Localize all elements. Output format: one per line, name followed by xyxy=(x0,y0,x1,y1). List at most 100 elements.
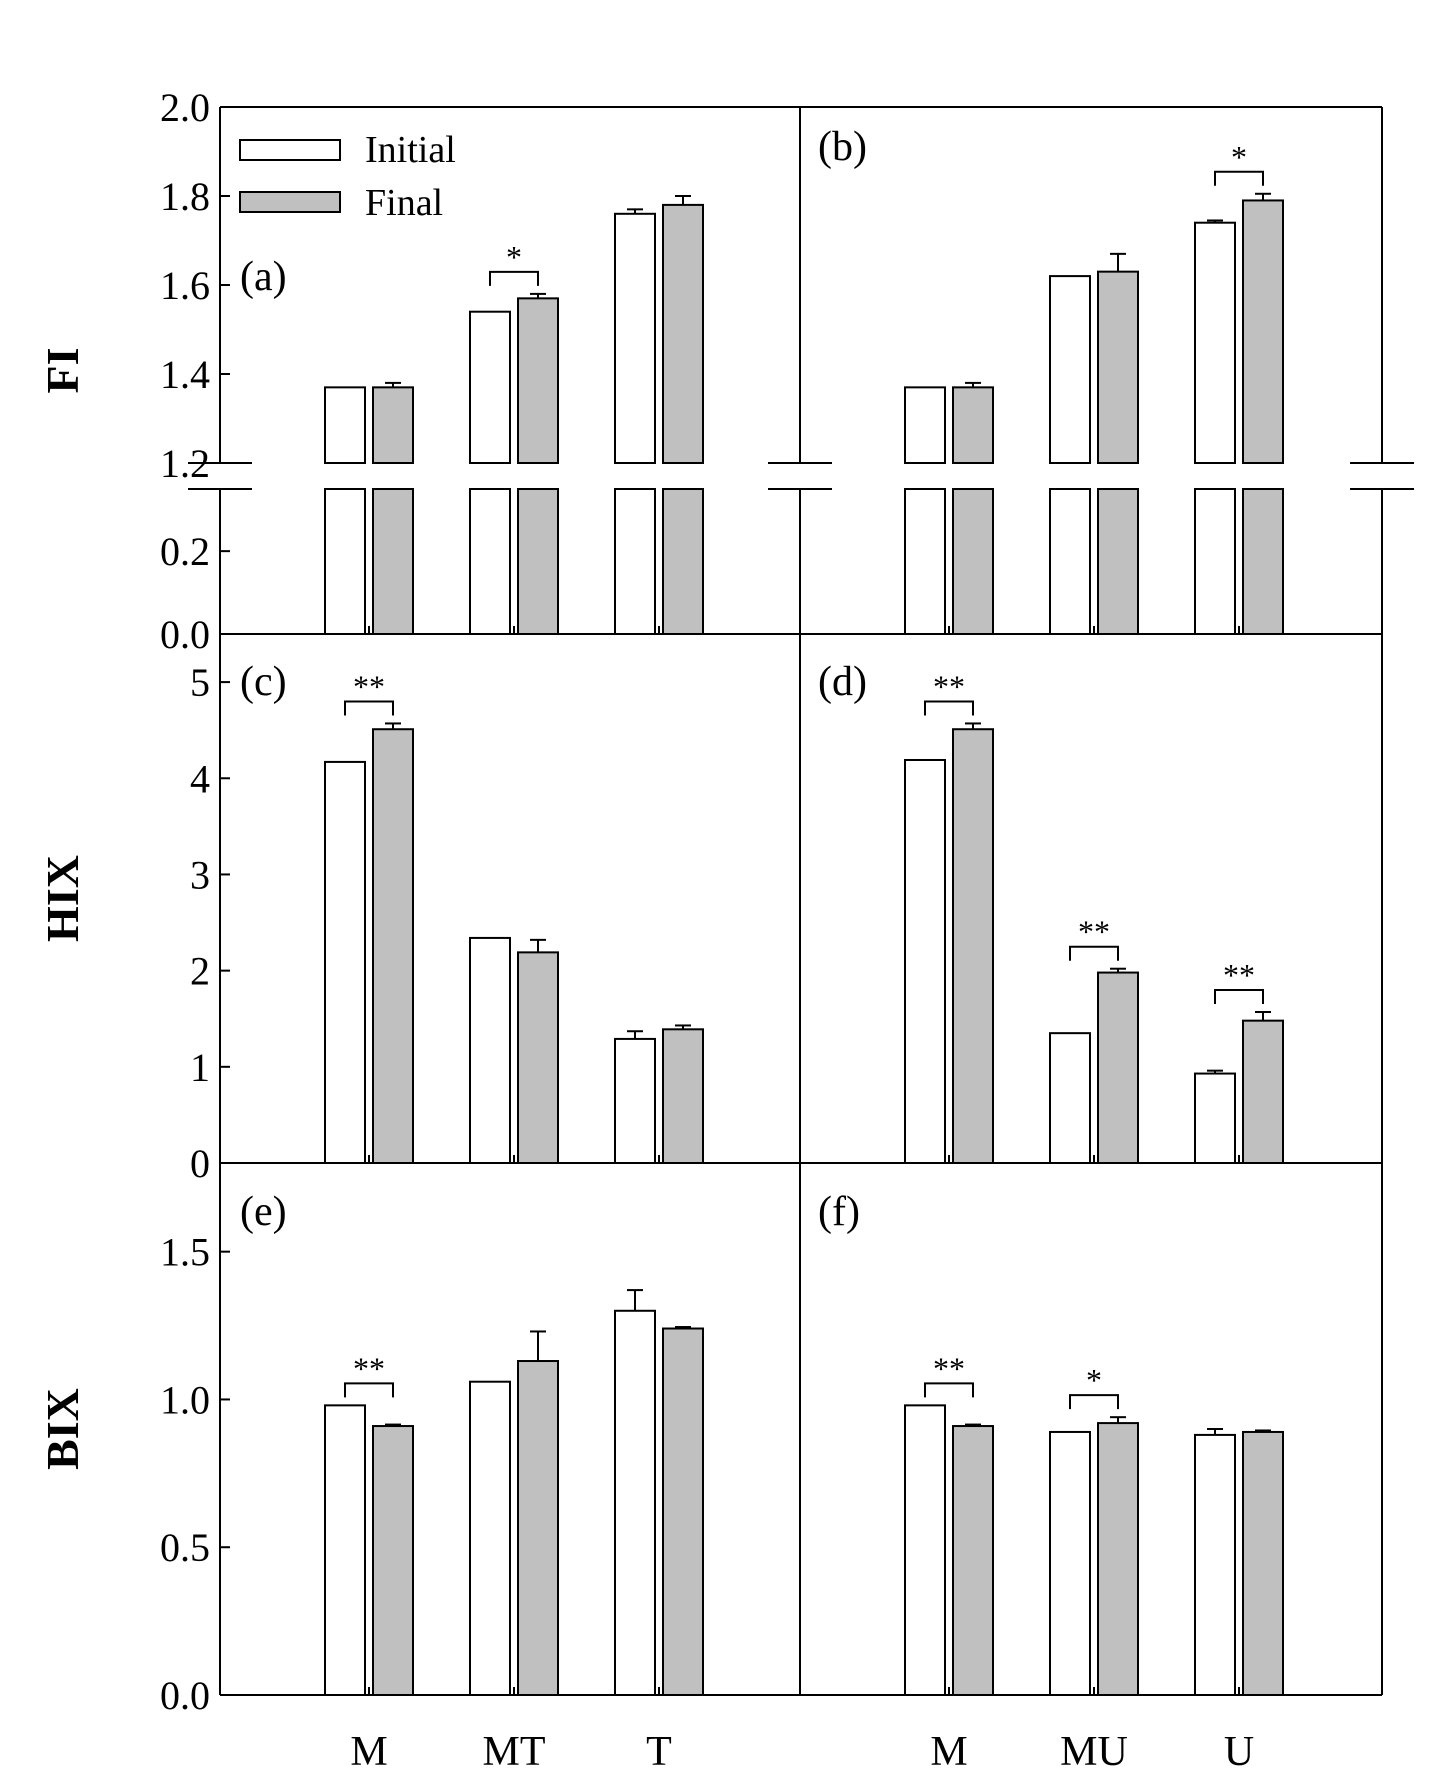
text-layer: 0.00.21.21.41.61.82.00123450.00.51.01.5F… xyxy=(37,85,1255,1775)
legend-swatch-final xyxy=(239,191,341,213)
y-tick-label: 1.4 xyxy=(160,352,210,397)
bar-initial-mt xyxy=(469,1380,511,1696)
bar-final-mt xyxy=(517,297,559,464)
panel-label: (f) xyxy=(818,1189,860,1235)
bar-initial-mu-lower xyxy=(1049,488,1091,635)
significance-label: * xyxy=(506,239,522,275)
y-tick-label: 0.5 xyxy=(160,1525,210,1570)
legend: Initial Final xyxy=(239,129,456,224)
y-tick-label: 1 xyxy=(190,1045,210,1090)
bar-final-u xyxy=(1242,1430,1284,1696)
bar-initial-u xyxy=(1194,1072,1236,1164)
bars-layer xyxy=(324,199,1284,1697)
significance-label: ** xyxy=(933,1350,965,1386)
y-axis-label: FI xyxy=(37,348,88,394)
bar-final-t xyxy=(662,1028,704,1164)
y-tick-label: 4 xyxy=(190,756,210,801)
y-tick-label: 2.0 xyxy=(160,85,210,130)
x-tick-label: T xyxy=(646,1729,672,1775)
significance-bracket xyxy=(1214,170,1264,186)
bar-initial-u-lower xyxy=(1194,488,1236,635)
significance-bracket xyxy=(924,700,974,716)
bar-initial-m xyxy=(324,760,366,1164)
significance-bracket xyxy=(924,1382,974,1398)
bar-final-m xyxy=(952,386,994,465)
x-tick-label: U xyxy=(1224,1729,1254,1775)
bar-final-m xyxy=(952,1425,994,1696)
bar-initial-t xyxy=(614,1037,656,1164)
bar-final-mu xyxy=(1097,1422,1139,1696)
bar-final-m xyxy=(372,386,414,465)
significance-bracket xyxy=(489,270,539,286)
bar-initial-mu xyxy=(1049,1032,1091,1164)
bar-final-m-lower xyxy=(372,488,414,635)
panel-label: (e) xyxy=(240,1189,287,1235)
panel-label: (d) xyxy=(818,659,867,705)
axes-layer xyxy=(188,106,1414,1696)
y-tick-label: 5 xyxy=(190,660,210,705)
y-tick-label: 2 xyxy=(190,949,210,994)
significance-bracket xyxy=(1069,945,1119,961)
bar-initial-u xyxy=(1194,1433,1236,1697)
bar-final-t xyxy=(662,203,704,464)
bar-initial-t xyxy=(614,1309,656,1697)
significance-label: ** xyxy=(353,1350,385,1386)
significance-label: ** xyxy=(353,668,385,704)
significance-bracket xyxy=(1214,988,1264,1004)
significance-label: ** xyxy=(933,668,965,704)
bar-initial-mt xyxy=(469,310,511,465)
significance-label: * xyxy=(1231,139,1247,175)
bar-initial-mu xyxy=(1049,275,1091,464)
bar-final-m xyxy=(372,728,414,1164)
panel-label: (a) xyxy=(240,254,287,300)
bar-initial-mt xyxy=(469,936,511,1165)
bar-initial-m xyxy=(904,386,946,465)
x-tick-label: MU xyxy=(1060,1729,1128,1775)
y-tick-label: 1.6 xyxy=(160,263,210,308)
bar-final-u-lower xyxy=(1242,488,1284,635)
bar-initial-mt-lower xyxy=(469,488,511,635)
significance-bracket xyxy=(344,700,394,716)
bar-final-m xyxy=(372,1425,414,1696)
legend-label-final: Final xyxy=(365,182,443,224)
y-tick-label: 0.2 xyxy=(160,529,210,574)
significance-bracket xyxy=(1069,1394,1119,1410)
y-tick-label: 3 xyxy=(190,852,210,897)
bar-final-mt-lower xyxy=(517,488,559,635)
bar-initial-m xyxy=(904,758,946,1164)
significance-label: * xyxy=(1086,1362,1102,1398)
bar-final-u xyxy=(1242,1019,1284,1164)
y-tick-label: 1.8 xyxy=(160,174,210,219)
bar-final-m-lower xyxy=(952,488,994,635)
bar-initial-u xyxy=(1194,221,1236,464)
bar-final-m xyxy=(952,728,994,1164)
y-tick-label: 1.0 xyxy=(160,1377,210,1422)
bar-initial-t-lower xyxy=(614,488,656,635)
y-axis-label: BIX xyxy=(37,1388,88,1470)
legend-label-initial: Initial xyxy=(365,129,456,171)
y-tick-label: 0.0 xyxy=(160,612,210,657)
bar-final-mt xyxy=(517,951,559,1164)
y-tick-label: 0.0 xyxy=(160,1673,210,1718)
bar-initial-m xyxy=(904,1404,946,1697)
bar-initial-mu xyxy=(1049,1430,1091,1696)
bar-final-u xyxy=(1242,199,1284,464)
bar-initial-m xyxy=(324,1404,366,1697)
bar-initial-m-lower xyxy=(324,488,366,635)
bar-final-mt xyxy=(517,1360,559,1696)
x-tick-label: MT xyxy=(483,1729,546,1775)
significance-bracket xyxy=(344,1382,394,1398)
legend-swatch-initial xyxy=(239,139,341,161)
x-tick-label: M xyxy=(350,1729,387,1775)
panel-label: (b) xyxy=(818,124,867,170)
y-tick-label: 1.2 xyxy=(160,441,210,486)
bar-final-mu xyxy=(1097,971,1139,1164)
y-axis-label: HIX xyxy=(37,855,88,942)
y-tick-label: 1.5 xyxy=(160,1230,210,1275)
panel-label: (c) xyxy=(240,659,287,705)
bar-initial-m xyxy=(324,386,366,465)
bar-initial-m-lower xyxy=(904,488,946,635)
bar-initial-t xyxy=(614,212,656,464)
bar-final-t xyxy=(662,1327,704,1696)
